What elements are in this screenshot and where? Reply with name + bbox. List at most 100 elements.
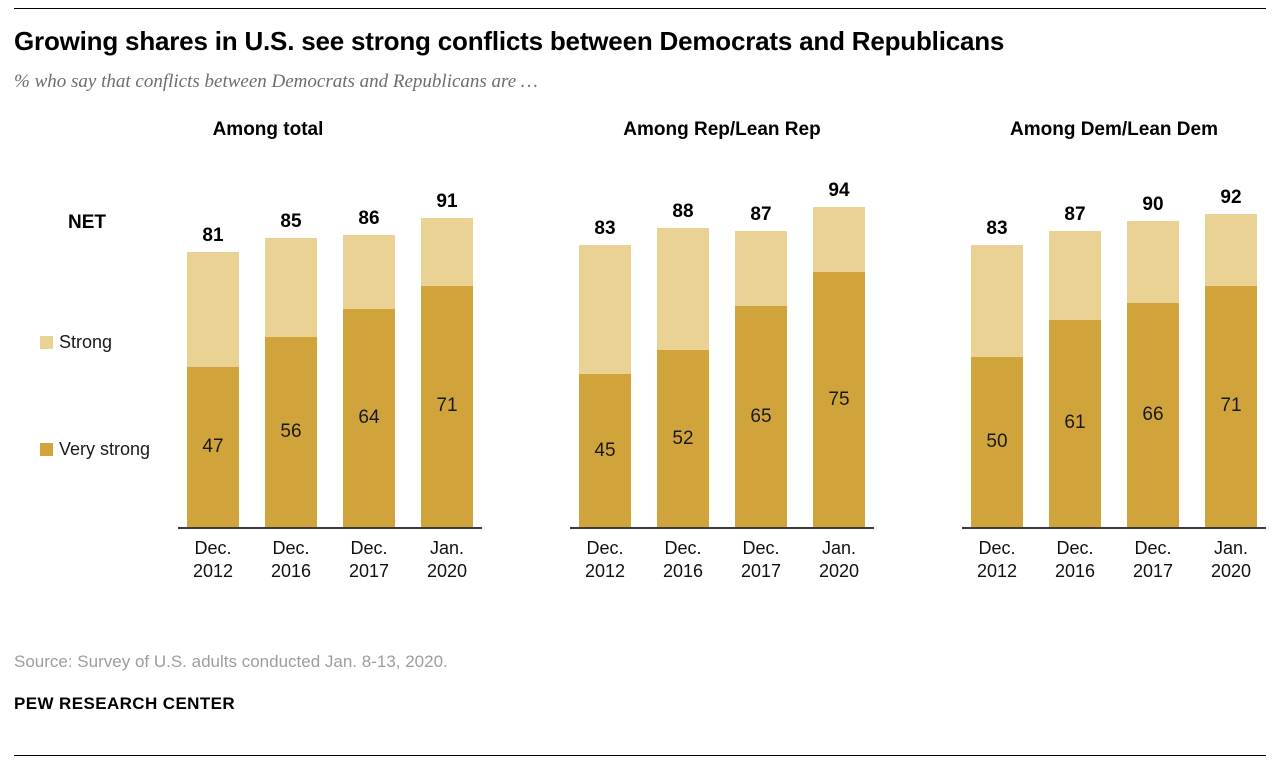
bar-segment-strong [1127,221,1179,303]
category-label-line: Jan. [429,538,465,558]
bar-segment-very-strong: 45 [579,374,631,527]
bar: 83 50 [971,218,1023,527]
category-label: Jan. 2020 [421,537,473,584]
category-label-line: Dec. [978,538,1016,558]
net-value: 92 [1220,187,1242,209]
chart-section: NET Strong Very strong Among total 81 47 85… [14,119,1266,584]
panel-title: Among Dem/Lean Dem [1010,119,1218,140]
net-value: 94 [828,180,850,202]
bar: 90 66 [1127,194,1179,527]
category-label-line: Dec. [664,538,702,558]
bar-segment-strong [813,207,865,272]
very-strong-value: 71 [1220,395,1242,417]
net-value: 81 [202,224,224,246]
bar-segment-strong [735,231,787,306]
bar: 81 47 [187,225,239,527]
bar-segment-strong [1205,214,1257,286]
category-label-line: Jan. [821,538,857,558]
panel-title: Among total [212,119,324,140]
bar: 92 71 [1205,187,1257,527]
category-label-line: 2012 [584,561,626,582]
category-label: Dec. 2012 [971,537,1023,584]
very-strong-value: 75 [828,388,850,410]
very-strong-value: 52 [672,427,694,449]
bar-segment-very-strong: 56 [265,336,317,527]
category-label: Dec. 2017 [1127,537,1179,584]
very-strong-value: 66 [1142,403,1164,425]
bar-segment-very-strong: 75 [813,272,865,527]
bar-segment-strong [971,244,1023,357]
bar-segment-very-strong: 65 [735,306,787,527]
category-label: Dec. 2012 [187,537,239,584]
bar-segment-very-strong: 64 [343,309,395,527]
source-note: Source: Survey of U.S. adults conducted … [14,651,448,671]
net-value: 83 [594,217,616,239]
page-title: Growing shares in U.S. see strong confli… [14,26,1005,56]
bottom-divider [14,755,1266,756]
category-label: Dec. 2016 [265,537,317,584]
bars-row: 81 47 85 56 86 64 91 71 [178,177,482,529]
bar-segment-very-strong: 71 [1205,285,1257,527]
very-strong-value: 61 [1064,412,1086,434]
category-label: Dec. 2016 [1049,537,1101,584]
net-value: 85 [280,211,302,233]
net-value: 87 [1064,204,1086,226]
bar-segment-very-strong: 71 [421,285,473,527]
bar: 87 65 [735,204,787,527]
category-label-line: 2017 [740,561,782,582]
bars-row: 83 50 87 61 90 66 92 71 [962,177,1266,529]
very-strong-value: 45 [594,439,616,461]
bar: 85 56 [265,211,317,527]
category-label: Jan. 2020 [813,537,865,584]
bar-segment-very-strong: 66 [1127,302,1179,527]
category-label-line: Dec. [1056,538,1094,558]
category-labels: Dec. 2012 Dec. 2016 Dec. 2017 Jan. 2020 [962,537,1266,584]
bar-segment-strong [265,238,317,337]
bar-segment-very-strong: 52 [657,350,709,527]
category-label-line: 2020 [818,561,860,582]
category-label-line: 2016 [270,561,312,582]
net-value: 87 [750,204,772,226]
brand: PEW RESEARCH CENTER [14,693,236,713]
chart-panel: Among total 81 47 85 56 86 64 91 71 Dec. 2012 Dec. 2… [178,119,482,584]
chart-panels: Among total 81 47 85 56 86 64 91 71 Dec. 2012 Dec. 2… [178,119,1266,584]
chart-panel: Among Rep/Lean Rep 83 45 88 52 87 65 94 75 Dec. 20… [570,119,874,584]
category-label-line: Dec. [194,538,232,558]
category-label-line: 2020 [1210,561,1252,582]
chart-panel: Among Dem/Lean Dem 83 50 87 61 90 66 92 71 Dec. 20… [962,119,1266,584]
bar: 94 75 [813,180,865,527]
category-label-line: 2017 [348,561,390,582]
bar: 83 45 [579,218,631,527]
category-label-line: Dec. [350,538,388,558]
category-label-line: 2016 [1054,561,1096,582]
category-label-line: Dec. [586,538,624,558]
very-strong-value: 56 [280,420,302,442]
category-label-line: Dec. [1134,538,1172,558]
category-label-line: Dec. [742,538,780,558]
net-value: 83 [986,217,1008,239]
very-strong-value: 65 [750,405,772,427]
bar-segment-strong [343,234,395,310]
bar-segment-strong [1049,231,1101,320]
bar-segment-strong [421,217,473,286]
very-strong-value: 50 [986,431,1008,452]
bars-row: 83 45 88 52 87 65 94 75 [570,177,874,529]
bar: 87 61 [1049,204,1101,527]
category-labels: Dec. 2012 Dec. 2016 Dec. 2017 Jan. 2020 [570,537,874,584]
panel-title: Among Rep/Lean Rep [623,119,821,140]
net-value: 91 [436,190,458,212]
bar-segment-very-strong: 61 [1049,319,1101,527]
strong-swatch-icon [40,336,53,349]
top-divider [14,8,1266,9]
net-value: 86 [358,207,380,229]
bar: 88 52 [657,201,709,527]
bar-segment-very-strong: 50 [971,357,1023,527]
category-label-line: 2017 [1132,561,1174,582]
very-strong-value: 71 [436,395,458,417]
bar-segment-strong [657,227,709,351]
category-label-line: 2016 [662,561,704,582]
legend: NET Strong Very strong [14,119,178,584]
very-strong-value: 47 [202,436,224,458]
category-label-line: 2012 [976,561,1018,582]
bar: 91 71 [421,191,473,527]
